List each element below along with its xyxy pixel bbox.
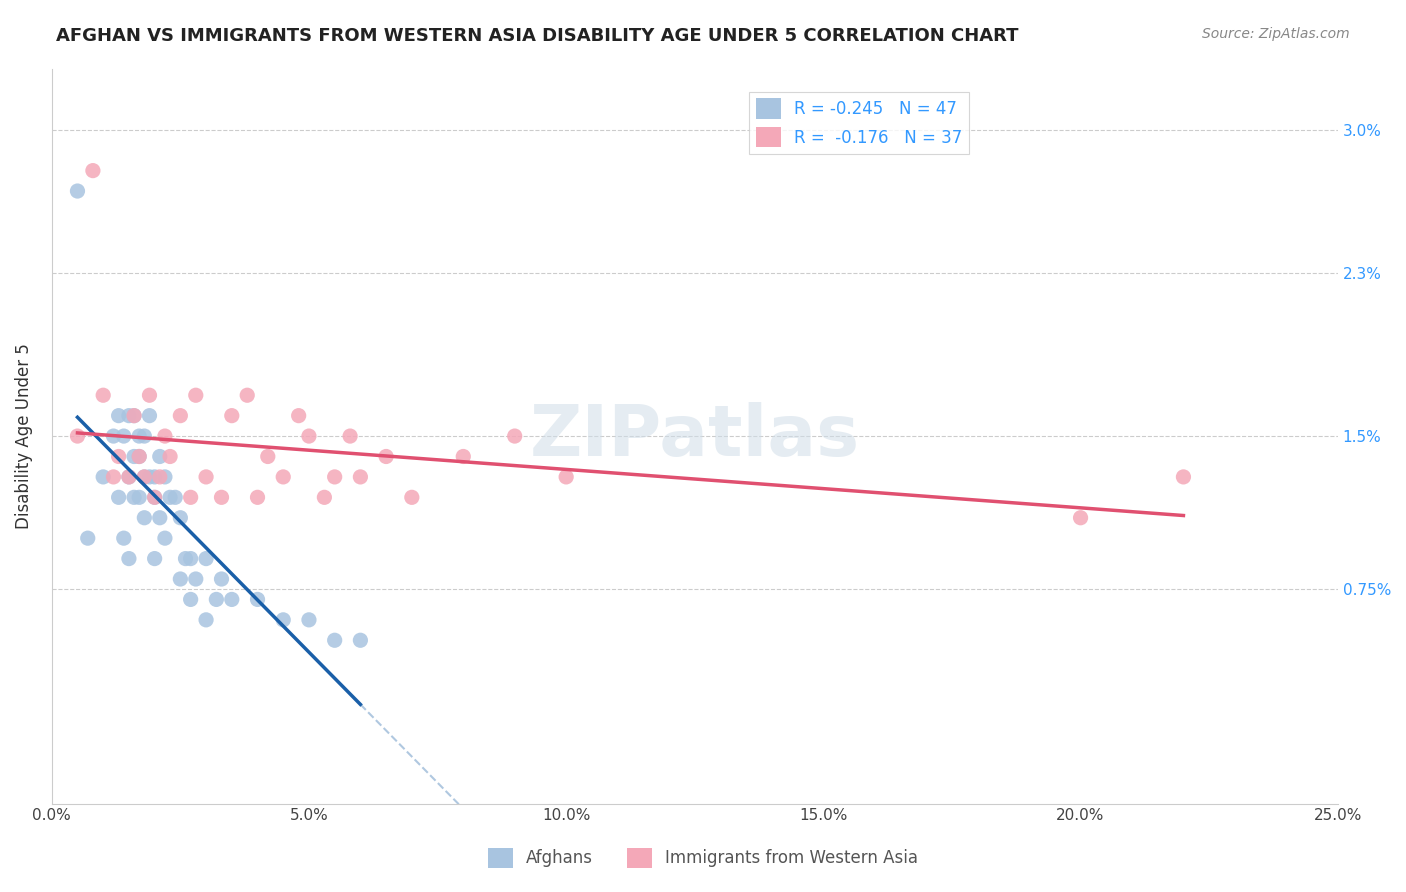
Point xyxy=(149,450,172,464)
Point xyxy=(195,551,218,566)
Point xyxy=(165,491,187,505)
Point xyxy=(180,491,202,505)
Point xyxy=(107,409,129,423)
Point xyxy=(401,491,423,505)
Point xyxy=(103,429,125,443)
Point xyxy=(184,572,207,586)
Point xyxy=(138,470,160,484)
Point xyxy=(103,470,125,484)
Point xyxy=(128,429,150,443)
Point xyxy=(122,409,145,423)
Point xyxy=(138,409,160,423)
Point xyxy=(169,409,191,423)
Point xyxy=(107,450,129,464)
Text: ZIPatlas: ZIPatlas xyxy=(530,401,860,471)
Point xyxy=(143,491,166,505)
Point xyxy=(143,551,166,566)
Point xyxy=(118,409,141,423)
Y-axis label: Disability Age Under 5: Disability Age Under 5 xyxy=(15,343,32,529)
Point xyxy=(149,470,172,484)
Point xyxy=(246,592,269,607)
Point xyxy=(211,572,233,586)
Point xyxy=(138,388,160,402)
Point xyxy=(298,613,321,627)
Point xyxy=(134,429,156,443)
Point xyxy=(323,633,346,648)
Point xyxy=(375,450,398,464)
Point xyxy=(153,531,176,545)
Point xyxy=(184,388,207,402)
Point xyxy=(236,388,259,402)
Point xyxy=(287,409,309,423)
Point xyxy=(153,429,176,443)
Point xyxy=(118,470,141,484)
Point xyxy=(134,470,156,484)
Point xyxy=(211,491,233,505)
Point xyxy=(271,470,294,484)
Point xyxy=(143,470,166,484)
Point xyxy=(91,388,114,402)
Point xyxy=(555,470,578,484)
Point xyxy=(180,592,202,607)
Point xyxy=(128,450,150,464)
Point xyxy=(349,633,371,648)
Text: Source: ZipAtlas.com: Source: ZipAtlas.com xyxy=(1202,27,1350,41)
Point xyxy=(91,470,114,484)
Point xyxy=(128,491,150,505)
Point xyxy=(82,163,104,178)
Point xyxy=(169,510,191,524)
Point xyxy=(134,470,156,484)
Point xyxy=(149,510,172,524)
Point xyxy=(205,592,228,607)
Point xyxy=(246,491,269,505)
Point xyxy=(221,409,243,423)
Point xyxy=(323,470,346,484)
Point xyxy=(118,551,141,566)
Point xyxy=(153,470,176,484)
Point xyxy=(122,450,145,464)
Point xyxy=(1070,510,1092,524)
Point xyxy=(451,450,474,464)
Point xyxy=(66,184,89,198)
Legend: R = -0.245   N = 47, R =  -0.176   N = 37: R = -0.245 N = 47, R = -0.176 N = 37 xyxy=(749,92,969,154)
Point xyxy=(76,531,98,545)
Point xyxy=(314,491,336,505)
Point xyxy=(143,491,166,505)
Point xyxy=(195,613,218,627)
Point xyxy=(503,429,526,443)
Point xyxy=(221,592,243,607)
Point xyxy=(180,551,202,566)
Point xyxy=(349,470,371,484)
Point xyxy=(159,491,181,505)
Legend: Afghans, Immigrants from Western Asia: Afghans, Immigrants from Western Asia xyxy=(481,841,925,875)
Point xyxy=(256,450,278,464)
Point xyxy=(174,551,197,566)
Point xyxy=(1173,470,1195,484)
Text: AFGHAN VS IMMIGRANTS FROM WESTERN ASIA DISABILITY AGE UNDER 5 CORRELATION CHART: AFGHAN VS IMMIGRANTS FROM WESTERN ASIA D… xyxy=(56,27,1019,45)
Point xyxy=(112,429,135,443)
Point xyxy=(195,470,218,484)
Point xyxy=(118,470,141,484)
Point xyxy=(122,491,145,505)
Point xyxy=(128,450,150,464)
Point xyxy=(107,491,129,505)
Point xyxy=(66,429,89,443)
Point xyxy=(271,613,294,627)
Point xyxy=(298,429,321,443)
Point xyxy=(159,450,181,464)
Point xyxy=(112,531,135,545)
Point xyxy=(169,572,191,586)
Point xyxy=(339,429,361,443)
Point xyxy=(122,409,145,423)
Point xyxy=(134,510,156,524)
